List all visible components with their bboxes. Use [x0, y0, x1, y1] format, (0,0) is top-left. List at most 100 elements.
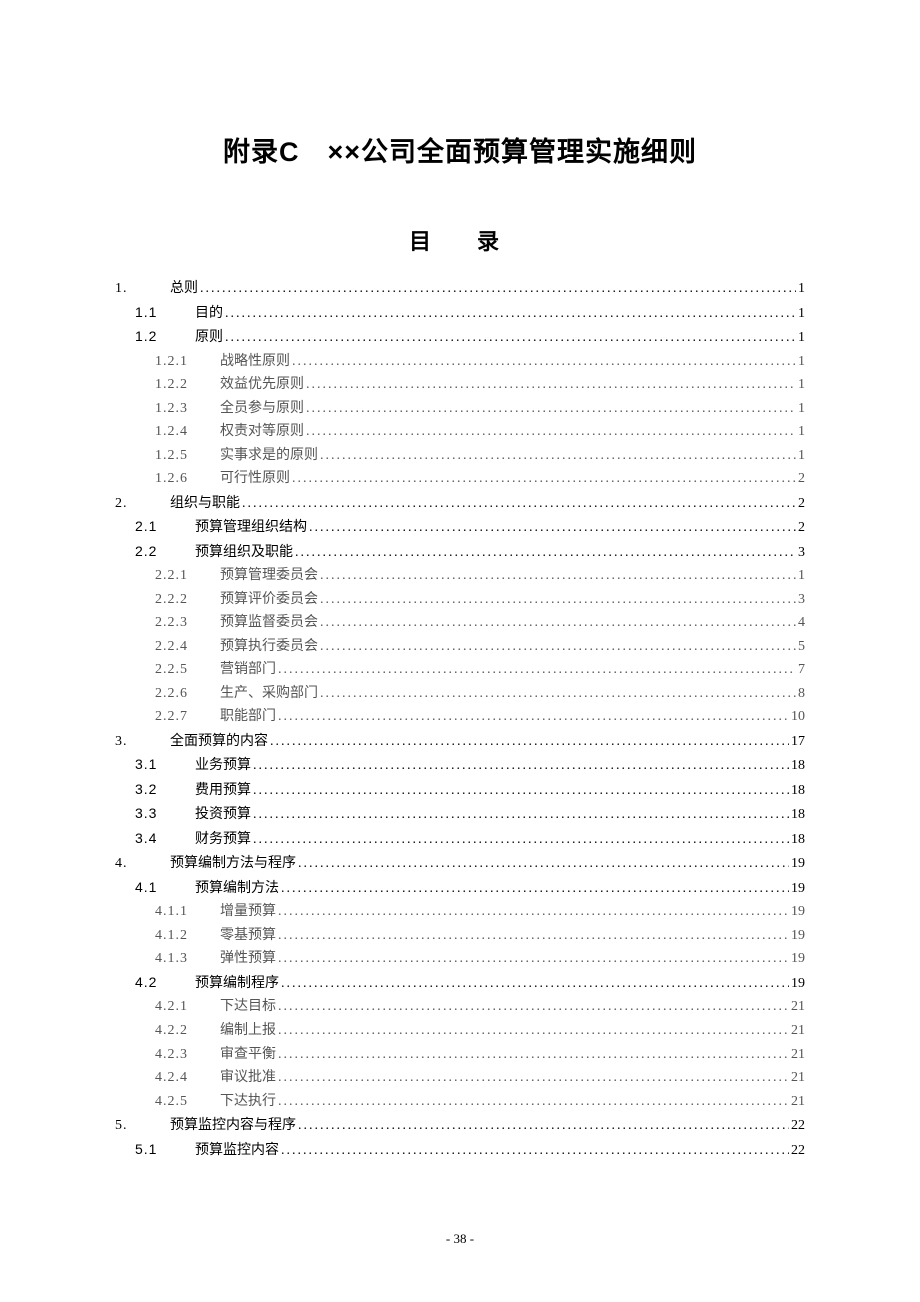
- toc-leader-dots: ........................................…: [292, 467, 796, 491]
- toc-entry-text: 预算组织及职能: [195, 540, 293, 564]
- toc-entry-text: 编制上报: [220, 1019, 276, 1043]
- toc-leader-dots: ........................................…: [281, 877, 789, 901]
- toc-entry-page: 1: [798, 326, 805, 350]
- toc-entry: 4.1.3弹性预算...............................…: [115, 947, 805, 971]
- toc-entry: 2.2.1预算管理委员会............................…: [115, 564, 805, 588]
- toc-entry-page: 2: [798, 516, 805, 540]
- toc-entry-page: 1: [798, 302, 805, 326]
- toc-entry-number: 1.2.2: [155, 373, 220, 397]
- toc-entry-page: 10: [791, 705, 805, 729]
- toc-entry-number: 4.2.1: [155, 995, 220, 1019]
- toc-leader-dots: ........................................…: [253, 803, 789, 827]
- toc-entry-number: 3.4: [135, 827, 195, 851]
- main-title: 附录C ××公司全面预算管理实施细则: [115, 130, 805, 169]
- toc-entry: 5.预算监控内容与程序.............................…: [115, 1113, 805, 1138]
- toc-entry: 1.2.5实事求是的原则............................…: [115, 444, 805, 468]
- toc-leader-dots: ........................................…: [278, 995, 789, 1019]
- toc-entry: 1.2原则...................................…: [115, 325, 805, 350]
- toc-entry-page: 19: [791, 924, 805, 948]
- toc-entry-text: 下达执行: [220, 1090, 276, 1114]
- toc-entry-page: 1: [798, 397, 805, 421]
- toc-leader-dots: ........................................…: [306, 397, 796, 421]
- toc-entry-number: 1.2: [135, 325, 195, 349]
- toc-entry-number: 4.1.2: [155, 924, 220, 948]
- toc-leader-dots: ........................................…: [320, 588, 796, 612]
- toc-leader-dots: ........................................…: [278, 658, 796, 682]
- toc-entry: 1.1目的...................................…: [115, 301, 805, 326]
- toc-entry-number: 4.1: [135, 876, 195, 900]
- toc-entry: 4.2.5下达执行...............................…: [115, 1090, 805, 1114]
- toc-entry-page: 7: [798, 658, 805, 682]
- toc-entry-page: 1: [798, 564, 805, 588]
- toc-entry-number: 3.1: [135, 753, 195, 777]
- toc-leader-dots: ........................................…: [306, 373, 796, 397]
- toc-entry-text: 职能部门: [220, 705, 276, 729]
- toc-leader-dots: ........................................…: [253, 779, 789, 803]
- toc-entry-page: 4: [798, 611, 805, 635]
- toc-entry-text: 财务预算: [195, 827, 251, 851]
- toc-entry-text: 全员参与原则: [220, 397, 304, 421]
- toc-entry-number: 1.: [115, 277, 170, 301]
- toc-entry-number: 2.2.5: [155, 658, 220, 682]
- toc-leader-dots: ........................................…: [270, 730, 789, 754]
- toc-leader-dots: ........................................…: [278, 1043, 789, 1067]
- toc-leader-dots: ........................................…: [320, 444, 796, 468]
- toc-entry-page: 21: [791, 1090, 805, 1114]
- toc-entry-page: 1: [798, 420, 805, 444]
- toc-leader-dots: ........................................…: [281, 972, 789, 996]
- toc-entry-number: 4.2.3: [155, 1043, 220, 1067]
- toc-entry: 1.2.3全员参与原则.............................…: [115, 397, 805, 421]
- toc-leader-dots: ........................................…: [320, 682, 796, 706]
- toc-entry: 4.2.4审议批准...............................…: [115, 1066, 805, 1090]
- toc-entry: 5.1预算监控内容...............................…: [115, 1138, 805, 1163]
- toc-entry-number: 5.: [115, 1114, 170, 1138]
- toc-entry-number: 3.3: [135, 802, 195, 826]
- toc-entry-text: 预算管理组织结构: [195, 515, 307, 539]
- toc-entry-page: 1: [798, 277, 805, 301]
- toc-entry-number: 4.2.5: [155, 1090, 220, 1114]
- toc-entry-text: 审议批准: [220, 1066, 276, 1090]
- toc-leader-dots: ........................................…: [298, 1114, 789, 1138]
- toc-entry: 4.预算编制方法与程序.............................…: [115, 851, 805, 876]
- toc-entry-text: 增量预算: [220, 900, 276, 924]
- toc-entry-text: 全面预算的内容: [170, 729, 268, 753]
- toc-leader-dots: ........................................…: [295, 541, 796, 565]
- toc-entry-text: 投资预算: [195, 802, 251, 826]
- toc-entry-page: 21: [791, 1043, 805, 1067]
- toc-leader-dots: ........................................…: [225, 326, 796, 350]
- toc-entry-number: 5.1: [135, 1138, 195, 1162]
- toc-leader-dots: ........................................…: [292, 350, 796, 374]
- toc-entry-number: 2.2: [135, 540, 195, 564]
- toc-entry-page: 17: [791, 730, 805, 754]
- toc-entry-page: 19: [791, 972, 805, 996]
- toc-entry: 2.2.3预算监督委员会............................…: [115, 611, 805, 635]
- toc-entry-text: 预算编制方法与程序: [170, 851, 296, 875]
- toc-leader-dots: ........................................…: [278, 1090, 789, 1114]
- toc-entry-number: 3.: [115, 730, 170, 754]
- toc-entry-number: 1.2.4: [155, 420, 220, 444]
- toc-entry: 4.1预算编制方法...............................…: [115, 876, 805, 901]
- toc-entry-number: 4.1.3: [155, 947, 220, 971]
- toc-entry: 2.组织与职能.................................…: [115, 491, 805, 516]
- toc-entry-page: 2: [798, 492, 805, 516]
- toc-leader-dots: ........................................…: [278, 1066, 789, 1090]
- toc-entry-page: 19: [791, 852, 805, 876]
- toc-entry-text: 总则: [170, 276, 198, 300]
- toc-entry-number: 2.1: [135, 515, 195, 539]
- toc-entry-text: 生产、采购部门: [220, 682, 318, 706]
- document-page: 附录C ××公司全面预算管理实施细则 目 录 1.总则.............…: [0, 0, 920, 1222]
- toc-entry: 3.2费用预算.................................…: [115, 778, 805, 803]
- toc-entry-text: 下达目标: [220, 995, 276, 1019]
- toc-entry-number: 1.2.6: [155, 467, 220, 491]
- toc-entry-text: 预算监督委员会: [220, 611, 318, 635]
- toc-entry-page: 18: [791, 779, 805, 803]
- toc-leader-dots: ........................................…: [253, 828, 789, 852]
- toc-entry-number: 1.2.3: [155, 397, 220, 421]
- toc-entry: 4.2.2编制上报...............................…: [115, 1019, 805, 1043]
- toc-entry-page: 1: [798, 444, 805, 468]
- toc-entry-text: 效益优先原则: [220, 373, 304, 397]
- toc-entry-text: 原则: [195, 325, 223, 349]
- toc-leader-dots: ........................................…: [278, 947, 789, 971]
- toc-entry: 1.2.4权责对等原则.............................…: [115, 420, 805, 444]
- toc-entry: 4.2预算编制程序...............................…: [115, 971, 805, 996]
